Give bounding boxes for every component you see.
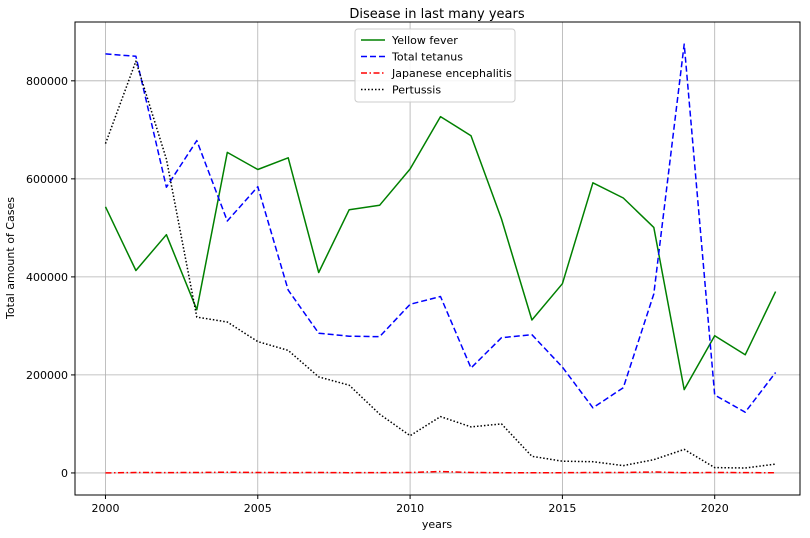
y-tick-label: 800000 xyxy=(26,75,68,88)
series-line-yellow-fever xyxy=(104,115,777,391)
series-layer xyxy=(104,43,777,474)
legend-label-pertussis: Pertussis xyxy=(392,84,441,97)
legend-label-total-tetanus: Total tetanus xyxy=(391,51,463,64)
y-tick-label: 400000 xyxy=(26,271,68,284)
y-tick-label: 600000 xyxy=(26,173,68,186)
x-axis-label: years xyxy=(422,518,453,531)
x-tick-label: 2020 xyxy=(701,502,729,515)
series-line-total-tetanus xyxy=(105,43,777,413)
y-tick-label: 200000 xyxy=(26,369,68,382)
x-tick-label: 2010 xyxy=(396,502,424,515)
series-line-pertussis xyxy=(104,60,776,469)
ticks: 2000 2005 2010 2015 2020 0 200000 400000 600000 8… xyxy=(26,75,729,515)
x-tick-label: 2000 xyxy=(91,502,119,515)
y-tick-label: 0 xyxy=(61,467,68,480)
chart-title: Disease in last many years xyxy=(349,7,525,22)
legend-label-yellow-fever: Yellow fever xyxy=(391,34,458,47)
x-tick-label: 2015 xyxy=(548,502,576,515)
plot-frame xyxy=(74,21,801,496)
y-axis-label: Total amount of Cases xyxy=(4,197,17,320)
legend-label-japanese-encephalitis: Japanese encephalitis xyxy=(391,67,512,80)
x-tick-label: 2005 xyxy=(244,502,272,515)
legend: Yellow fever Total tetanus Japanese enceph… xyxy=(354,28,516,103)
legend-frame xyxy=(354,28,516,103)
